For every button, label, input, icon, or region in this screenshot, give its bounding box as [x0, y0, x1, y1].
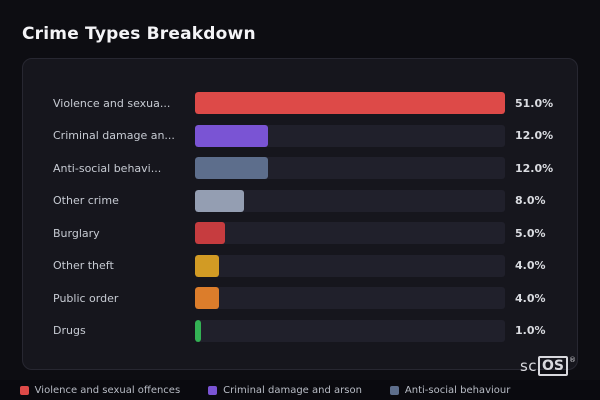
bar-track: [195, 287, 505, 310]
legend-swatch-icon: [19, 385, 29, 395]
legend-item[interactable]: Violence and sexual offences: [19, 384, 181, 396]
legend-swatch-icon: [389, 385, 399, 395]
bar-value-label: 4.0%: [515, 259, 546, 273]
registered-mark-icon: ®: [569, 356, 576, 364]
bar-track: [195, 157, 505, 180]
legend-label: Violence and sexual offences: [34, 384, 181, 396]
legend-label: Anti-social behaviour: [404, 384, 511, 396]
bar-track: [195, 254, 505, 277]
bar-value-label: 1.0%: [515, 324, 546, 338]
bar-track: [195, 319, 505, 342]
legend-label: Criminal damage and arson: [223, 384, 362, 396]
bar: [195, 157, 268, 180]
chart-row: Other crime 8.0%: [53, 189, 559, 213]
bar-value-label: 8.0%: [515, 194, 546, 208]
logo-text-box: OS: [538, 356, 568, 376]
bar-track: [195, 222, 505, 245]
chart-panel: Violence and sexua... 51.0% Criminal damag…: [22, 58, 578, 370]
legend-item[interactable]: Anti-social behaviour: [389, 384, 511, 396]
bar: [195, 287, 220, 310]
bar-category-label: Other theft: [53, 259, 114, 273]
scos-logo: sc OS ®: [520, 356, 576, 376]
bar-category-label: Public order: [53, 291, 119, 305]
bar-category-label: Criminal damage an...: [53, 129, 175, 143]
bar: [195, 222, 226, 245]
chart-row: Criminal damage an... 12.0%: [53, 124, 559, 148]
bar-track: [195, 124, 505, 147]
bar-value-label: 51.0%: [515, 96, 554, 110]
bar: [195, 189, 244, 212]
chart-row: Drugs 1.0%: [53, 319, 559, 343]
chart-row: Burglary 5.0%: [53, 221, 559, 245]
chart-row: Public order 4.0%: [53, 286, 559, 310]
chart-row: Other theft 4.0%: [53, 254, 559, 278]
bar-value-label: 5.0%: [515, 226, 546, 240]
bar-track: [195, 92, 505, 114]
bar-category-label: Violence and sexua...: [53, 96, 171, 110]
bar: [195, 92, 505, 114]
bar: [195, 319, 202, 342]
bar-category-label: Anti-social behavi...: [53, 161, 162, 175]
bar-value-label: 12.0%: [515, 129, 554, 143]
bar: [195, 124, 268, 147]
bar-category-label: Drugs: [53, 324, 86, 338]
bar-track: [195, 189, 505, 212]
bar-category-label: Burglary: [53, 226, 100, 240]
bar-value-label: 12.0%: [515, 161, 554, 175]
bar: [195, 254, 220, 277]
chart-row: Violence and sexua... 51.0%: [53, 91, 559, 115]
logo-text-prefix: sc: [519, 357, 538, 375]
page-title: Crime Types Breakdown: [22, 24, 256, 44]
legend: Violence and sexual offences Criminal dam…: [0, 380, 600, 400]
bar-category-label: Other crime: [53, 194, 119, 208]
bar-value-label: 4.0%: [515, 291, 546, 305]
chart-row: Anti-social behavi... 12.0%: [53, 156, 559, 180]
legend-item[interactable]: Criminal damage and arson: [208, 385, 362, 396]
legend-swatch-icon: [208, 385, 218, 395]
